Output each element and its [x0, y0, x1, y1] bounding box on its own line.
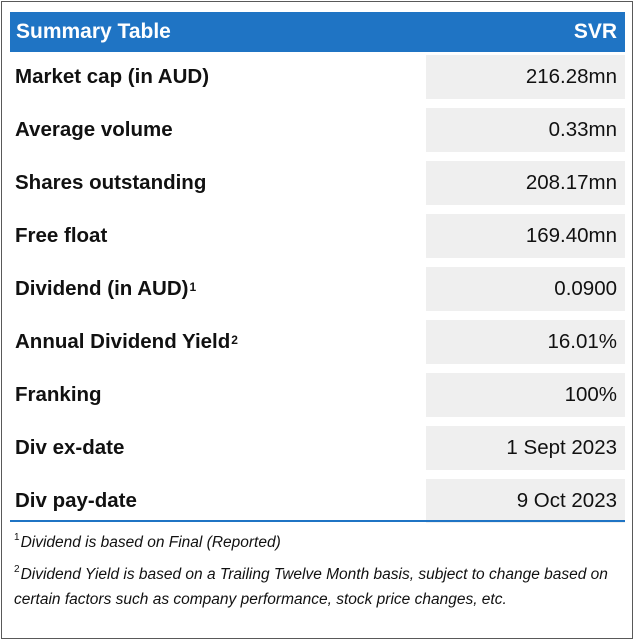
- row-label: Dividend (in AUD) 1: [15, 277, 197, 300]
- table-row: Average volume 0.33mn: [10, 108, 625, 152]
- table-title: Summary Table: [16, 20, 171, 43]
- row-label: Annual Dividend Yield 2: [15, 330, 238, 353]
- table-row: Div ex-date 1 Sept 2023: [10, 426, 625, 470]
- row-label: Shares outstanding: [15, 171, 207, 194]
- table-row: Shares outstanding 208.17mn: [10, 161, 625, 205]
- row-label: Free float: [15, 224, 108, 247]
- row-value: 9 Oct 2023: [426, 479, 625, 523]
- footnote-2: 2Dividend Yield is based on a Trailing T…: [14, 564, 608, 609]
- footnote-marker: 2: [231, 333, 238, 347]
- table-body: Market cap (in AUD) 216.28mn Average vol…: [10, 55, 625, 532]
- row-label: Div ex-date: [15, 436, 125, 459]
- row-value: 208.17mn: [426, 161, 625, 205]
- row-value: 0.0900: [426, 267, 625, 311]
- row-value: 16.01%: [426, 320, 625, 364]
- row-label: Franking: [15, 383, 102, 406]
- footnote-marker: 2: [14, 564, 20, 576]
- row-value: 100%: [426, 373, 625, 417]
- table-header: Summary Table SVR: [10, 12, 625, 52]
- row-value: 216.28mn: [426, 55, 625, 99]
- ticker-label: SVR: [573, 20, 617, 43]
- table-row: Franking 100%: [10, 373, 625, 417]
- footnote-marker: 1: [14, 532, 20, 543]
- row-value: 169.40mn: [426, 214, 625, 258]
- row-value: 1 Sept 2023: [426, 426, 625, 470]
- table-row: Dividend (in AUD) 1 0.0900: [10, 267, 625, 311]
- table-divider: [10, 520, 625, 522]
- row-label: Div pay-date: [15, 489, 137, 512]
- table-row: Annual Dividend Yield 2 16.01%: [10, 320, 625, 364]
- table-row: Div pay-date 9 Oct 2023: [10, 479, 625, 523]
- table-row: Free float 169.40mn: [10, 214, 625, 258]
- row-label: Average volume: [15, 118, 173, 141]
- footnote-1: 1Dividend is based on Final (Reported): [14, 532, 281, 552]
- row-label: Market cap (in AUD): [15, 65, 210, 88]
- footnotes: 1Dividend is based on Final (Reported) 2…: [14, 526, 620, 612]
- footnote-marker: 1: [189, 280, 197, 294]
- table-row: Market cap (in AUD) 216.28mn: [10, 55, 625, 99]
- row-value: 0.33mn: [426, 108, 625, 152]
